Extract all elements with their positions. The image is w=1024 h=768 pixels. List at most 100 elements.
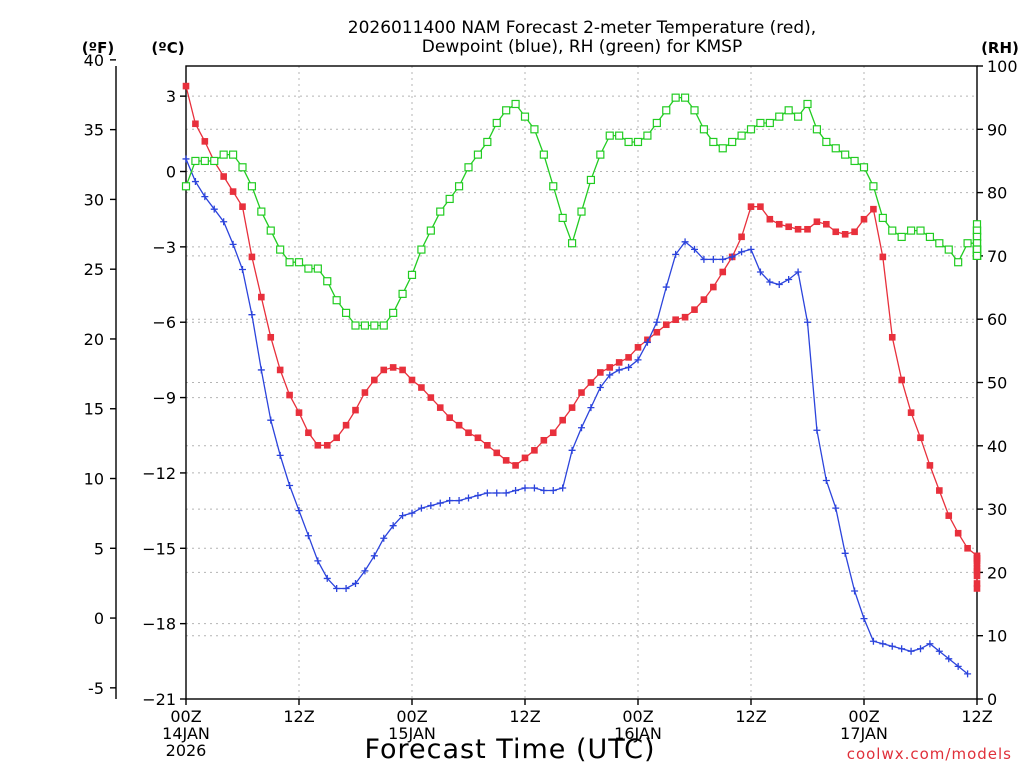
temperature-point [625, 354, 632, 361]
rh-point [191, 156, 200, 166]
dewpoint-point [352, 579, 359, 587]
dewpoint-point [370, 552, 378, 560]
dewpoint-point [653, 318, 661, 326]
temperature-point [568, 404, 576, 411]
rh-point [436, 207, 445, 216]
temperature-point [229, 188, 237, 195]
credit-text: coolwx.com/models [847, 745, 1012, 763]
celsius-tick-label: −18 [142, 615, 176, 634]
x-tick-label: 00Z [622, 707, 653, 726]
temperature-point [710, 283, 717, 291]
x-tick-label: 00Z [848, 707, 879, 726]
dewpoint-point [323, 574, 331, 582]
rh-point [247, 182, 257, 191]
rh-unit-label: (RH) [981, 39, 1019, 57]
dewpoint-point [399, 512, 407, 520]
rh-point [351, 321, 360, 330]
rh-point [831, 144, 840, 153]
rh-point [577, 207, 586, 216]
dewpoint-point [869, 637, 877, 645]
rh-point [586, 175, 596, 185]
fahrenheit-unit-label: (ºF) [82, 39, 114, 57]
temperature-point [851, 228, 858, 236]
dewpoint-point [898, 645, 906, 653]
rh-point [859, 163, 869, 172]
chart-title: 2026011400 NAM Forecast 2-meter Temperat… [348, 18, 816, 57]
temperature-point [465, 429, 472, 437]
fahrenheit-tick-label: -5 [88, 679, 104, 698]
chart-title-line: Dewpoint (blue), RH (green) for KMSP [422, 37, 742, 57]
rh-point [822, 137, 831, 147]
rh-point [266, 226, 275, 235]
temperature-point [549, 429, 557, 437]
rh-line [185, 96, 978, 327]
rh-point [765, 118, 774, 128]
dewpoint-point [248, 311, 256, 319]
temperature-point [766, 215, 774, 223]
rh-point [341, 308, 351, 317]
dewpoint-point [681, 238, 689, 246]
dewpoint-point [841, 549, 849, 557]
temperature-point [371, 376, 378, 384]
dewpoint-point [587, 404, 595, 412]
dewpoint-point [700, 255, 708, 263]
temperature-point [973, 567, 981, 575]
temperature-point [286, 391, 293, 399]
dewpoint-series [182, 155, 972, 678]
dewpoint-point [540, 487, 548, 495]
rh-point [181, 182, 191, 191]
dewpoint-point [512, 487, 520, 495]
rh-point [407, 270, 417, 279]
temperature-point [615, 359, 623, 366]
x-tick-label: 15JAN [388, 724, 436, 743]
rh-point [652, 118, 661, 128]
rh-point [200, 156, 209, 166]
dewpoint-point [474, 492, 482, 500]
temperature-point [578, 389, 585, 396]
temperature-point [973, 585, 981, 592]
dewpoint-point [295, 507, 303, 515]
dewpoint-point [455, 497, 463, 505]
rh-point [935, 239, 944, 248]
rh-point [925, 232, 935, 242]
temperature-point [521, 454, 529, 462]
celsius-tick-label: −12 [142, 464, 176, 483]
x-tick-label: 12Z [283, 707, 314, 726]
dewpoint-point [483, 489, 491, 497]
dewpoint-point [304, 532, 312, 540]
temperature-point [964, 544, 971, 552]
dewpoint-point [191, 178, 199, 186]
rh-point [332, 296, 341, 305]
temperature-point [879, 253, 887, 261]
dewpoint-point [257, 366, 265, 374]
rh-point [567, 239, 577, 248]
temperature-point [973, 580, 981, 587]
x-tick-label: 16JAN [614, 724, 662, 743]
rh-point [954, 258, 963, 267]
temperature-point [239, 203, 246, 210]
dewpoint-point [615, 366, 623, 374]
rh-point [596, 150, 605, 159]
dewpoint-point [493, 489, 501, 497]
dewpoint-point [691, 245, 698, 253]
rh-point [360, 321, 370, 330]
dewpoint-point [832, 504, 840, 512]
dewpoint-point [210, 205, 218, 213]
rh-point [869, 182, 878, 191]
temperature-point [945, 512, 953, 519]
dewpoint-point [239, 265, 246, 273]
dewpoint-point [417, 504, 425, 512]
fahrenheit-tick-label: 10 [84, 470, 104, 489]
temperature-point [691, 306, 698, 313]
rh-point [850, 156, 859, 166]
celsius-tick-label: −6 [152, 313, 176, 332]
dewpoint-point [549, 487, 557, 495]
rh-point [323, 277, 332, 286]
temperature-point [192, 120, 199, 128]
temperature-point [888, 333, 896, 341]
rh-point [624, 137, 633, 147]
rh-tick-label: 60 [987, 310, 1007, 329]
rh-point [370, 321, 379, 330]
rh-point [906, 226, 916, 235]
dewpoint-point [530, 484, 538, 492]
